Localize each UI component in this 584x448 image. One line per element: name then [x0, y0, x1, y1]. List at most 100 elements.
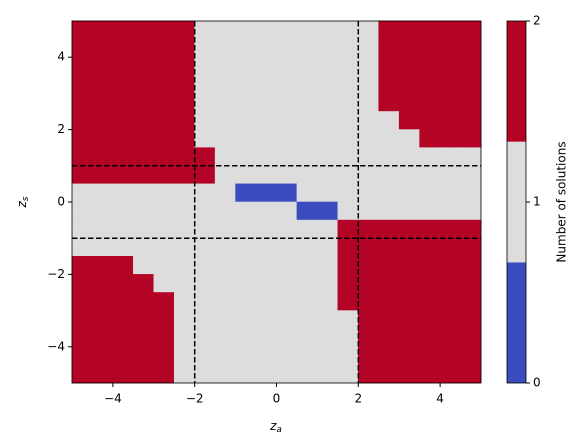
cell [276, 183, 298, 203]
cell [214, 147, 236, 167]
cell [378, 93, 400, 112]
cell [235, 219, 257, 239]
cell [317, 328, 339, 348]
cell [194, 38, 216, 58]
cell [255, 255, 277, 275]
y-tick-label: 2 [57, 122, 65, 136]
cell [357, 147, 380, 167]
cell [317, 219, 339, 239]
x-tick-label: 4 [436, 392, 444, 406]
cell [317, 147, 339, 167]
cell [235, 292, 257, 311]
cell [92, 20, 114, 40]
cell [194, 255, 216, 275]
cell [71, 38, 93, 58]
cell [92, 274, 114, 293]
cell [194, 129, 216, 149]
cell [337, 346, 359, 366]
cell [398, 38, 420, 58]
cell [173, 219, 196, 239]
cell [112, 183, 134, 203]
cell [92, 183, 114, 203]
cell [460, 93, 482, 112]
cell [133, 310, 155, 330]
x-tick-label: 0 [273, 392, 281, 406]
x-tick-label: −4 [104, 392, 122, 406]
cell [296, 201, 318, 221]
cell [337, 165, 359, 185]
x-tick-label: 2 [354, 392, 362, 406]
cell [133, 56, 155, 76]
cell [71, 201, 93, 221]
cell [357, 328, 380, 348]
cell [460, 237, 482, 257]
cell [317, 56, 339, 76]
cell [276, 75, 298, 94]
cell [92, 38, 114, 58]
cell [153, 129, 175, 149]
cell [153, 20, 175, 40]
y-tick-label: −2 [47, 267, 65, 281]
cell [460, 201, 482, 221]
cell [398, 183, 420, 203]
cell [460, 111, 482, 130]
cell [214, 183, 236, 203]
cell [112, 328, 134, 348]
colorbar-band [507, 262, 526, 383]
cell [317, 75, 339, 94]
cell [194, 346, 216, 366]
cell [255, 292, 277, 311]
cell [460, 364, 482, 384]
cell [460, 20, 482, 40]
cell [92, 328, 114, 348]
cell [419, 219, 441, 239]
cell [153, 364, 175, 384]
cell [173, 310, 196, 330]
cell [255, 75, 277, 94]
cell [173, 237, 196, 257]
cell [235, 237, 257, 257]
cell [71, 147, 93, 167]
cell [460, 165, 482, 185]
cell [194, 20, 216, 40]
cell [296, 38, 318, 58]
cell [255, 147, 277, 167]
cell [337, 93, 359, 112]
cell [235, 56, 257, 76]
cell [419, 56, 441, 76]
cell [460, 75, 482, 94]
cell [153, 111, 175, 130]
cell [419, 183, 441, 203]
cell [71, 346, 93, 366]
y-tick-label: 0 [57, 195, 65, 209]
cell [235, 129, 257, 149]
cell [296, 20, 318, 40]
cell [439, 201, 461, 221]
cell [357, 20, 380, 40]
cell [439, 56, 461, 76]
cell [460, 219, 482, 239]
cell [194, 56, 216, 76]
cell [255, 38, 277, 58]
cell [317, 165, 339, 185]
cell [235, 93, 257, 112]
cell [194, 183, 216, 203]
cell [235, 274, 257, 293]
cell [337, 183, 359, 203]
cell [378, 255, 400, 275]
cell [460, 38, 482, 58]
cell [153, 183, 175, 203]
cell [398, 93, 420, 112]
cell [439, 75, 461, 94]
cell [337, 56, 359, 76]
cell [71, 237, 93, 257]
cell [439, 183, 461, 203]
cell [92, 147, 114, 167]
cell [71, 328, 93, 348]
cell [133, 201, 155, 221]
cell [235, 20, 257, 40]
cell [317, 364, 339, 384]
cell [235, 328, 257, 348]
cell [194, 274, 216, 293]
cell [214, 292, 236, 311]
